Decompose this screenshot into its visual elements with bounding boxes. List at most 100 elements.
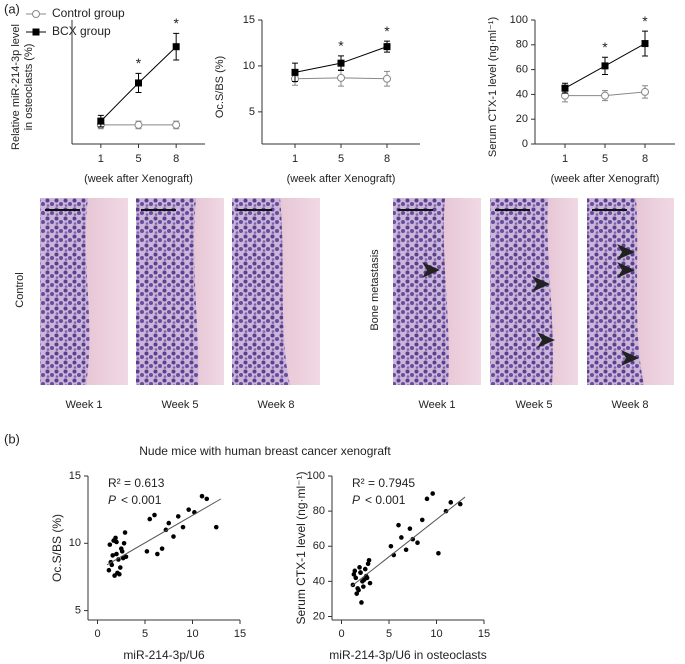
point [199, 493, 205, 499]
point [120, 555, 126, 561]
marker [291, 68, 299, 76]
image-label: Week 5 [515, 399, 552, 411]
x-tick-label: 8 [173, 153, 179, 165]
y-axis-label: Relative miR-214-3p level [10, 24, 22, 150]
point [213, 524, 219, 530]
point [353, 575, 359, 581]
point [407, 526, 413, 531]
p-value: < 0.001 [365, 493, 406, 507]
point [351, 572, 357, 577]
point [152, 512, 157, 518]
point [365, 561, 371, 567]
point [155, 551, 160, 557]
point [399, 535, 404, 540]
point [113, 535, 118, 541]
point [436, 550, 441, 556]
panel-label: (b) [4, 431, 20, 446]
legend-marker [32, 28, 40, 36]
y-axis-label: Oc.S/BS (%) [214, 56, 226, 118]
point [457, 501, 463, 507]
point [118, 565, 123, 570]
r-squared: R² = 0.7945 [352, 476, 415, 490]
y-tick-label: 60 [313, 540, 325, 552]
y-tick-label: 10 [243, 60, 255, 72]
marker [641, 87, 649, 96]
marker [135, 79, 142, 87]
histology-control [40, 198, 320, 385]
point [403, 547, 409, 553]
image-label: Week 8 [257, 399, 294, 411]
x-tick-label: 10 [186, 628, 198, 640]
y-tick-label: 40 [516, 88, 528, 100]
marker [172, 120, 181, 129]
fit-line [350, 496, 466, 588]
significance: * [384, 23, 390, 39]
row-label: Control [14, 272, 26, 307]
point [119, 549, 125, 554]
point [204, 496, 210, 502]
image-label: Week 5 [161, 399, 198, 411]
significance: * [173, 15, 179, 31]
point [419, 517, 425, 523]
x-axis-label: (week after Xenograft) [551, 173, 660, 185]
marker [337, 73, 345, 82]
point [396, 522, 401, 528]
x-tick-label: 5 [602, 153, 608, 165]
marker [337, 59, 345, 67]
y-tick-label: 100 [510, 14, 528, 26]
significance: * [602, 39, 608, 55]
p-symbol: P [108, 493, 116, 507]
subtitle: Nude mice with human breast cancer xenog… [139, 444, 391, 458]
point [106, 567, 112, 573]
fit-line [106, 498, 222, 566]
marker [134, 120, 143, 129]
point [355, 586, 360, 591]
point [114, 539, 119, 545]
x-tick-label: 15 [478, 628, 490, 640]
point [357, 565, 362, 570]
x-axis-label: (week after Xenograft) [84, 173, 193, 185]
image-label: Week 8 [611, 399, 648, 411]
r-squared: R² = 0.613 [108, 476, 165, 490]
image-label: Week 1 [418, 399, 455, 411]
marker [641, 40, 649, 48]
row-label: Bone metastasis [369, 249, 381, 331]
significance: * [338, 38, 344, 54]
x-tick-label: 1 [562, 153, 568, 165]
legend-label: BCX group [52, 24, 111, 38]
marker [561, 84, 569, 92]
point [352, 568, 358, 574]
point [448, 500, 454, 505]
point [410, 536, 416, 542]
y-tick-label: 20 [313, 610, 325, 622]
point [110, 553, 115, 558]
x-tick-label: 1 [292, 153, 298, 165]
x-axis-label: miR-214-3p/U6 in osteoclasts [329, 648, 486, 662]
y-tick-label: 40 [313, 575, 325, 587]
point [359, 600, 364, 605]
x-tick-label: 5 [142, 628, 148, 640]
point [159, 546, 165, 551]
point [121, 540, 127, 546]
point [361, 584, 366, 589]
y-tick-label: 5 [249, 106, 255, 118]
y-tick-label: 0 [522, 138, 528, 150]
y-tick-label: 15 [69, 470, 81, 482]
significance: * [136, 55, 142, 71]
marker [383, 74, 391, 83]
marker [172, 43, 180, 51]
x-tick-label: 8 [642, 153, 648, 165]
x-tick-label: 0 [338, 628, 344, 640]
p-symbol: P [352, 493, 360, 507]
point [388, 543, 394, 549]
point [116, 557, 121, 562]
y-tick-label: 80 [313, 505, 325, 517]
point [117, 571, 122, 577]
point [180, 524, 186, 530]
y-tick-label: 20 [516, 113, 528, 125]
x-tick-label: 5 [338, 153, 344, 165]
x-tick-label: 0 [94, 628, 100, 640]
y-tick-label: 60 [516, 64, 528, 76]
point [107, 542, 113, 547]
